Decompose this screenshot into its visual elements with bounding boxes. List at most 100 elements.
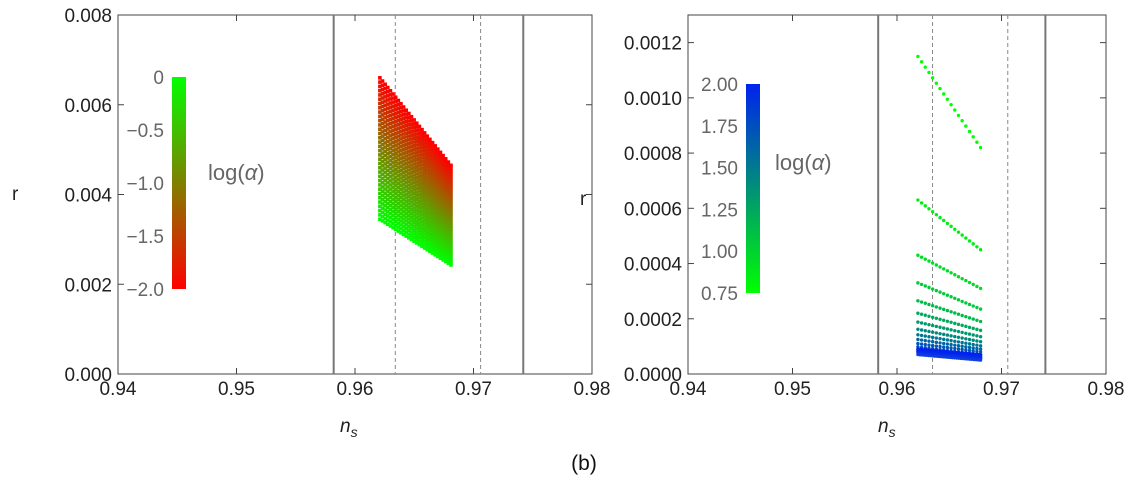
left-point (385, 89, 390, 94)
right-point-series-4 (964, 314, 968, 319)
left-point (393, 139, 398, 144)
left-point (391, 185, 395, 189)
left-point (441, 188, 445, 193)
left-point (414, 222, 419, 227)
left-point (438, 192, 443, 196)
left-point (443, 163, 448, 167)
left-point (388, 109, 393, 114)
right-point-series-2 (938, 265, 942, 269)
left-point (388, 154, 393, 159)
left-point (407, 236, 411, 240)
left-point (428, 181, 432, 186)
left-point (404, 108, 409, 113)
left-point (396, 177, 401, 182)
right-point-series-0 (934, 81, 939, 85)
right-point-series-8 (978, 344, 983, 348)
left-point (422, 246, 427, 250)
left-point (385, 185, 390, 189)
left-point (378, 178, 382, 183)
left-point (412, 143, 416, 148)
right-point-series-5 (960, 323, 964, 328)
right-point-series-7 (953, 334, 957, 339)
left-point (433, 163, 437, 168)
left-point (417, 171, 422, 175)
right-y-tick-label-3: 0.0006 (624, 199, 682, 220)
left-point (391, 148, 395, 153)
left-point (380, 168, 385, 172)
left-point (417, 189, 422, 193)
right-point-series-7 (978, 339, 983, 344)
left-point (428, 195, 432, 199)
left-point (430, 140, 435, 145)
left-point (414, 139, 419, 144)
right-point-series-8 (916, 333, 920, 337)
right-point-series-0 (927, 70, 931, 75)
left-point (438, 214, 443, 219)
left-point (441, 198, 445, 202)
left-point (388, 158, 393, 163)
left-point (412, 210, 416, 214)
left-point (433, 239, 437, 244)
right-colorbar-tick-5: 0.75 (701, 284, 738, 305)
left-point (433, 249, 437, 254)
left-point (422, 145, 427, 149)
left-point (380, 214, 385, 219)
left-point (380, 206, 385, 210)
left-point (383, 90, 387, 95)
left-point (393, 175, 398, 180)
right-x-tick-label-0: 0.94 (670, 379, 707, 400)
right-point-series-0 (916, 54, 920, 59)
left-point (378, 84, 382, 89)
left-point (404, 127, 409, 132)
left-point (412, 169, 416, 174)
left-point (441, 251, 445, 256)
right-point-series-10 (953, 346, 957, 351)
left-point (428, 205, 432, 210)
right-point-series-4 (938, 306, 942, 310)
left-point (449, 184, 453, 189)
left-point (446, 163, 451, 167)
left-point (425, 237, 430, 242)
left-point (388, 129, 393, 134)
left-point (404, 230, 409, 235)
left-point (383, 116, 387, 120)
left-point (396, 185, 401, 190)
left-point (385, 135, 390, 140)
left-point (407, 122, 411, 127)
left-point (380, 193, 385, 198)
left-point (443, 160, 448, 164)
left-point (425, 161, 430, 166)
left-point (438, 230, 443, 235)
right-point-series-8 (964, 341, 968, 345)
left-point (378, 127, 382, 132)
left-colorbar-title: log(α) (208, 160, 265, 185)
left-point (430, 191, 435, 195)
left-point (436, 254, 440, 259)
left-point (449, 199, 453, 204)
left-point (407, 149, 411, 153)
left-point (404, 154, 409, 158)
left-point (417, 156, 422, 161)
left-point (449, 229, 453, 234)
left-point (383, 120, 387, 124)
left-point (414, 135, 419, 140)
left-point (393, 103, 398, 108)
left-point (412, 217, 416, 221)
left-point (404, 219, 409, 223)
left-point (385, 168, 390, 173)
right-point-series-0 (971, 135, 975, 139)
left-point (425, 220, 430, 224)
left-point (420, 142, 424, 146)
left-point (412, 118, 416, 122)
left-point (393, 179, 398, 184)
left-point (438, 221, 443, 225)
left-point (393, 111, 398, 116)
left-point (396, 217, 401, 221)
left-point (407, 213, 411, 218)
left-point (430, 241, 435, 245)
left-point (425, 189, 430, 194)
right-point-series-3 (975, 305, 979, 310)
left-point (396, 225, 401, 229)
right-point-series-0 (953, 108, 957, 112)
left-point (412, 224, 416, 229)
